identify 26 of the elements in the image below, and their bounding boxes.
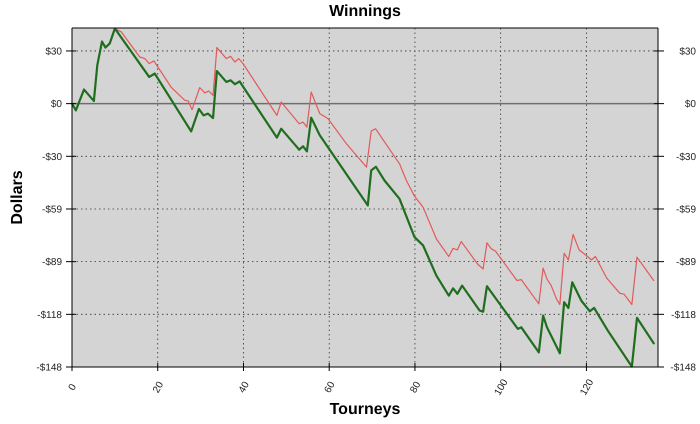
- y2-tick-label: -$148: [670, 362, 696, 374]
- y-tick-label: -$118: [37, 310, 62, 321]
- y2-tick-label: -$59: [676, 204, 696, 216]
- line-series: [70, 27, 655, 368]
- x-tick-label: 120: [578, 377, 596, 398]
- x-tick-label: 100: [492, 377, 511, 398]
- x-tick-label: 0: [66, 382, 80, 393]
- chart-title: Winnings: [329, 3, 402, 20]
- y2-tick-label: $30: [679, 46, 696, 58]
- line-series: [114, 28, 654, 306]
- x-tick-label: 80: [408, 380, 424, 396]
- y2-tick-label: $0: [684, 99, 696, 110]
- y-tick-label: -$89: [42, 257, 62, 268]
- y-tick-label: $30: [45, 46, 62, 58]
- y2-tick-label: -$89: [676, 257, 696, 268]
- y2-tick-label: -$118: [671, 310, 696, 321]
- x-axis-title: Tourneys: [330, 401, 401, 418]
- x-tick-label: 40: [236, 380, 252, 396]
- y-tick-label: -$30: [42, 152, 62, 163]
- x-tick-label: 20: [151, 380, 166, 396]
- y-axis-title: Dollars: [9, 170, 26, 225]
- x-tick-label: 60: [322, 380, 338, 396]
- y-tick-label: -$148: [36, 362, 62, 374]
- y-tick-label: $0: [50, 99, 62, 110]
- y2-tick-label: -$30: [676, 152, 696, 163]
- y-tick-label: -$59: [42, 204, 62, 216]
